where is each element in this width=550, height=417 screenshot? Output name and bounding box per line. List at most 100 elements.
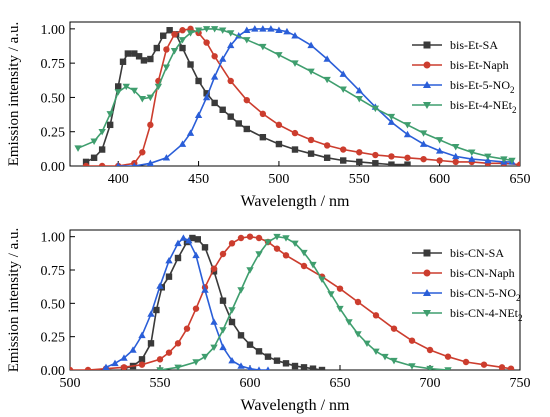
- data-point: [275, 26, 283, 33]
- data-point: [264, 239, 272, 246]
- data-point: [146, 159, 155, 166]
- data-point: [194, 27, 203, 34]
- data-point: [251, 25, 259, 32]
- data-point: [265, 366, 271, 370]
- legend-label: bis-CN-SA: [450, 246, 504, 260]
- data-point: [256, 366, 262, 370]
- x-tick-label: 700: [420, 376, 441, 391]
- data-point: [114, 89, 122, 96]
- x-tick-label: 450: [188, 172, 209, 187]
- data-point: [273, 357, 281, 364]
- data-point: [275, 52, 283, 59]
- data-point: [174, 239, 182, 247]
- data-point: [237, 362, 245, 369]
- data-point: [154, 83, 163, 91]
- data-point: [106, 111, 114, 118]
- data-point: [291, 240, 299, 248]
- data-point: [318, 366, 326, 370]
- data-point: [192, 251, 200, 259]
- data-point: [372, 312, 380, 319]
- data-point: [179, 27, 186, 34]
- x-tick-label: 500: [268, 172, 289, 187]
- legend-label: bis-CN-4-NEt2: [450, 306, 523, 323]
- data-point: [419, 140, 428, 147]
- data-point: [174, 254, 182, 262]
- data-point: [291, 60, 299, 67]
- data-point: [147, 310, 155, 317]
- data-point: [309, 261, 317, 269]
- legend-label: bis-Et-SA: [450, 38, 498, 52]
- data-point: [102, 363, 110, 370]
- data-point: [132, 162, 137, 166]
- data-point: [237, 332, 245, 339]
- data-point: [210, 344, 218, 352]
- data-point: [194, 236, 201, 243]
- y-tick-label: 0.25: [41, 126, 66, 141]
- data-point: [84, 366, 92, 370]
- data-point: [444, 353, 452, 360]
- data-point: [356, 149, 363, 156]
- data-point: [219, 297, 227, 304]
- series-bis-cn-4-net2: [156, 233, 452, 370]
- data-point: [237, 287, 245, 294]
- x-axis-title: Wavelength / nm: [241, 193, 350, 210]
- y-tick-label: 0.50: [41, 297, 66, 312]
- data-point: [243, 26, 251, 33]
- data-point: [74, 145, 82, 152]
- data-point: [387, 113, 396, 121]
- data-point: [500, 156, 508, 163]
- data-point: [255, 234, 263, 242]
- data-point: [122, 83, 130, 91]
- legend-marker: [423, 249, 431, 257]
- data-point: [390, 357, 398, 365]
- data-point: [436, 157, 443, 164]
- y-tick-label: 0.25: [41, 331, 66, 346]
- data-point: [356, 158, 363, 166]
- data-point: [98, 162, 106, 166]
- data-point: [387, 118, 396, 125]
- data-point: [462, 358, 470, 366]
- data-point: [355, 96, 363, 103]
- data-point: [243, 37, 251, 44]
- x-tick-label: 550: [150, 376, 171, 391]
- data-point: [186, 30, 195, 37]
- legend-marker: [422, 80, 432, 89]
- data-point: [259, 43, 267, 51]
- data-point: [153, 306, 160, 314]
- data-point: [189, 234, 196, 242]
- data-point: [203, 39, 210, 46]
- data-point: [218, 27, 227, 34]
- legend-marker: [422, 101, 432, 110]
- data-point: [98, 146, 106, 153]
- data-point: [259, 134, 267, 141]
- data-point: [372, 348, 380, 356]
- legend-label: bis-Et-5-NO2: [450, 78, 515, 95]
- data-point: [480, 361, 488, 368]
- data-point: [160, 32, 167, 39]
- data-point: [178, 140, 187, 147]
- data-point: [323, 154, 331, 161]
- data-point: [218, 55, 227, 62]
- series-bis-cn-naph: [70, 233, 515, 370]
- data-point: [129, 346, 137, 353]
- data-point: [203, 90, 210, 97]
- data-point: [178, 37, 187, 44]
- data-point: [70, 366, 74, 370]
- series-line: [85, 29, 408, 166]
- legend-label: bis-Et-Naph: [450, 58, 509, 72]
- data-point: [124, 50, 132, 57]
- data-point: [444, 367, 452, 370]
- data-point: [309, 365, 317, 370]
- y-tick-label: 1.00: [41, 231, 66, 246]
- data-point: [419, 130, 428, 137]
- data-point: [267, 25, 275, 32]
- data-point: [179, 44, 186, 52]
- data-point: [235, 120, 242, 127]
- data-point: [171, 31, 178, 38]
- x-axis-title: Wavelength / nm: [241, 397, 350, 414]
- data-point: [120, 354, 128, 361]
- data-point: [219, 327, 227, 334]
- series-bis-cn-5-no2: [102, 234, 271, 370]
- plot-frame: [69, 21, 521, 167]
- data-point: [307, 136, 315, 144]
